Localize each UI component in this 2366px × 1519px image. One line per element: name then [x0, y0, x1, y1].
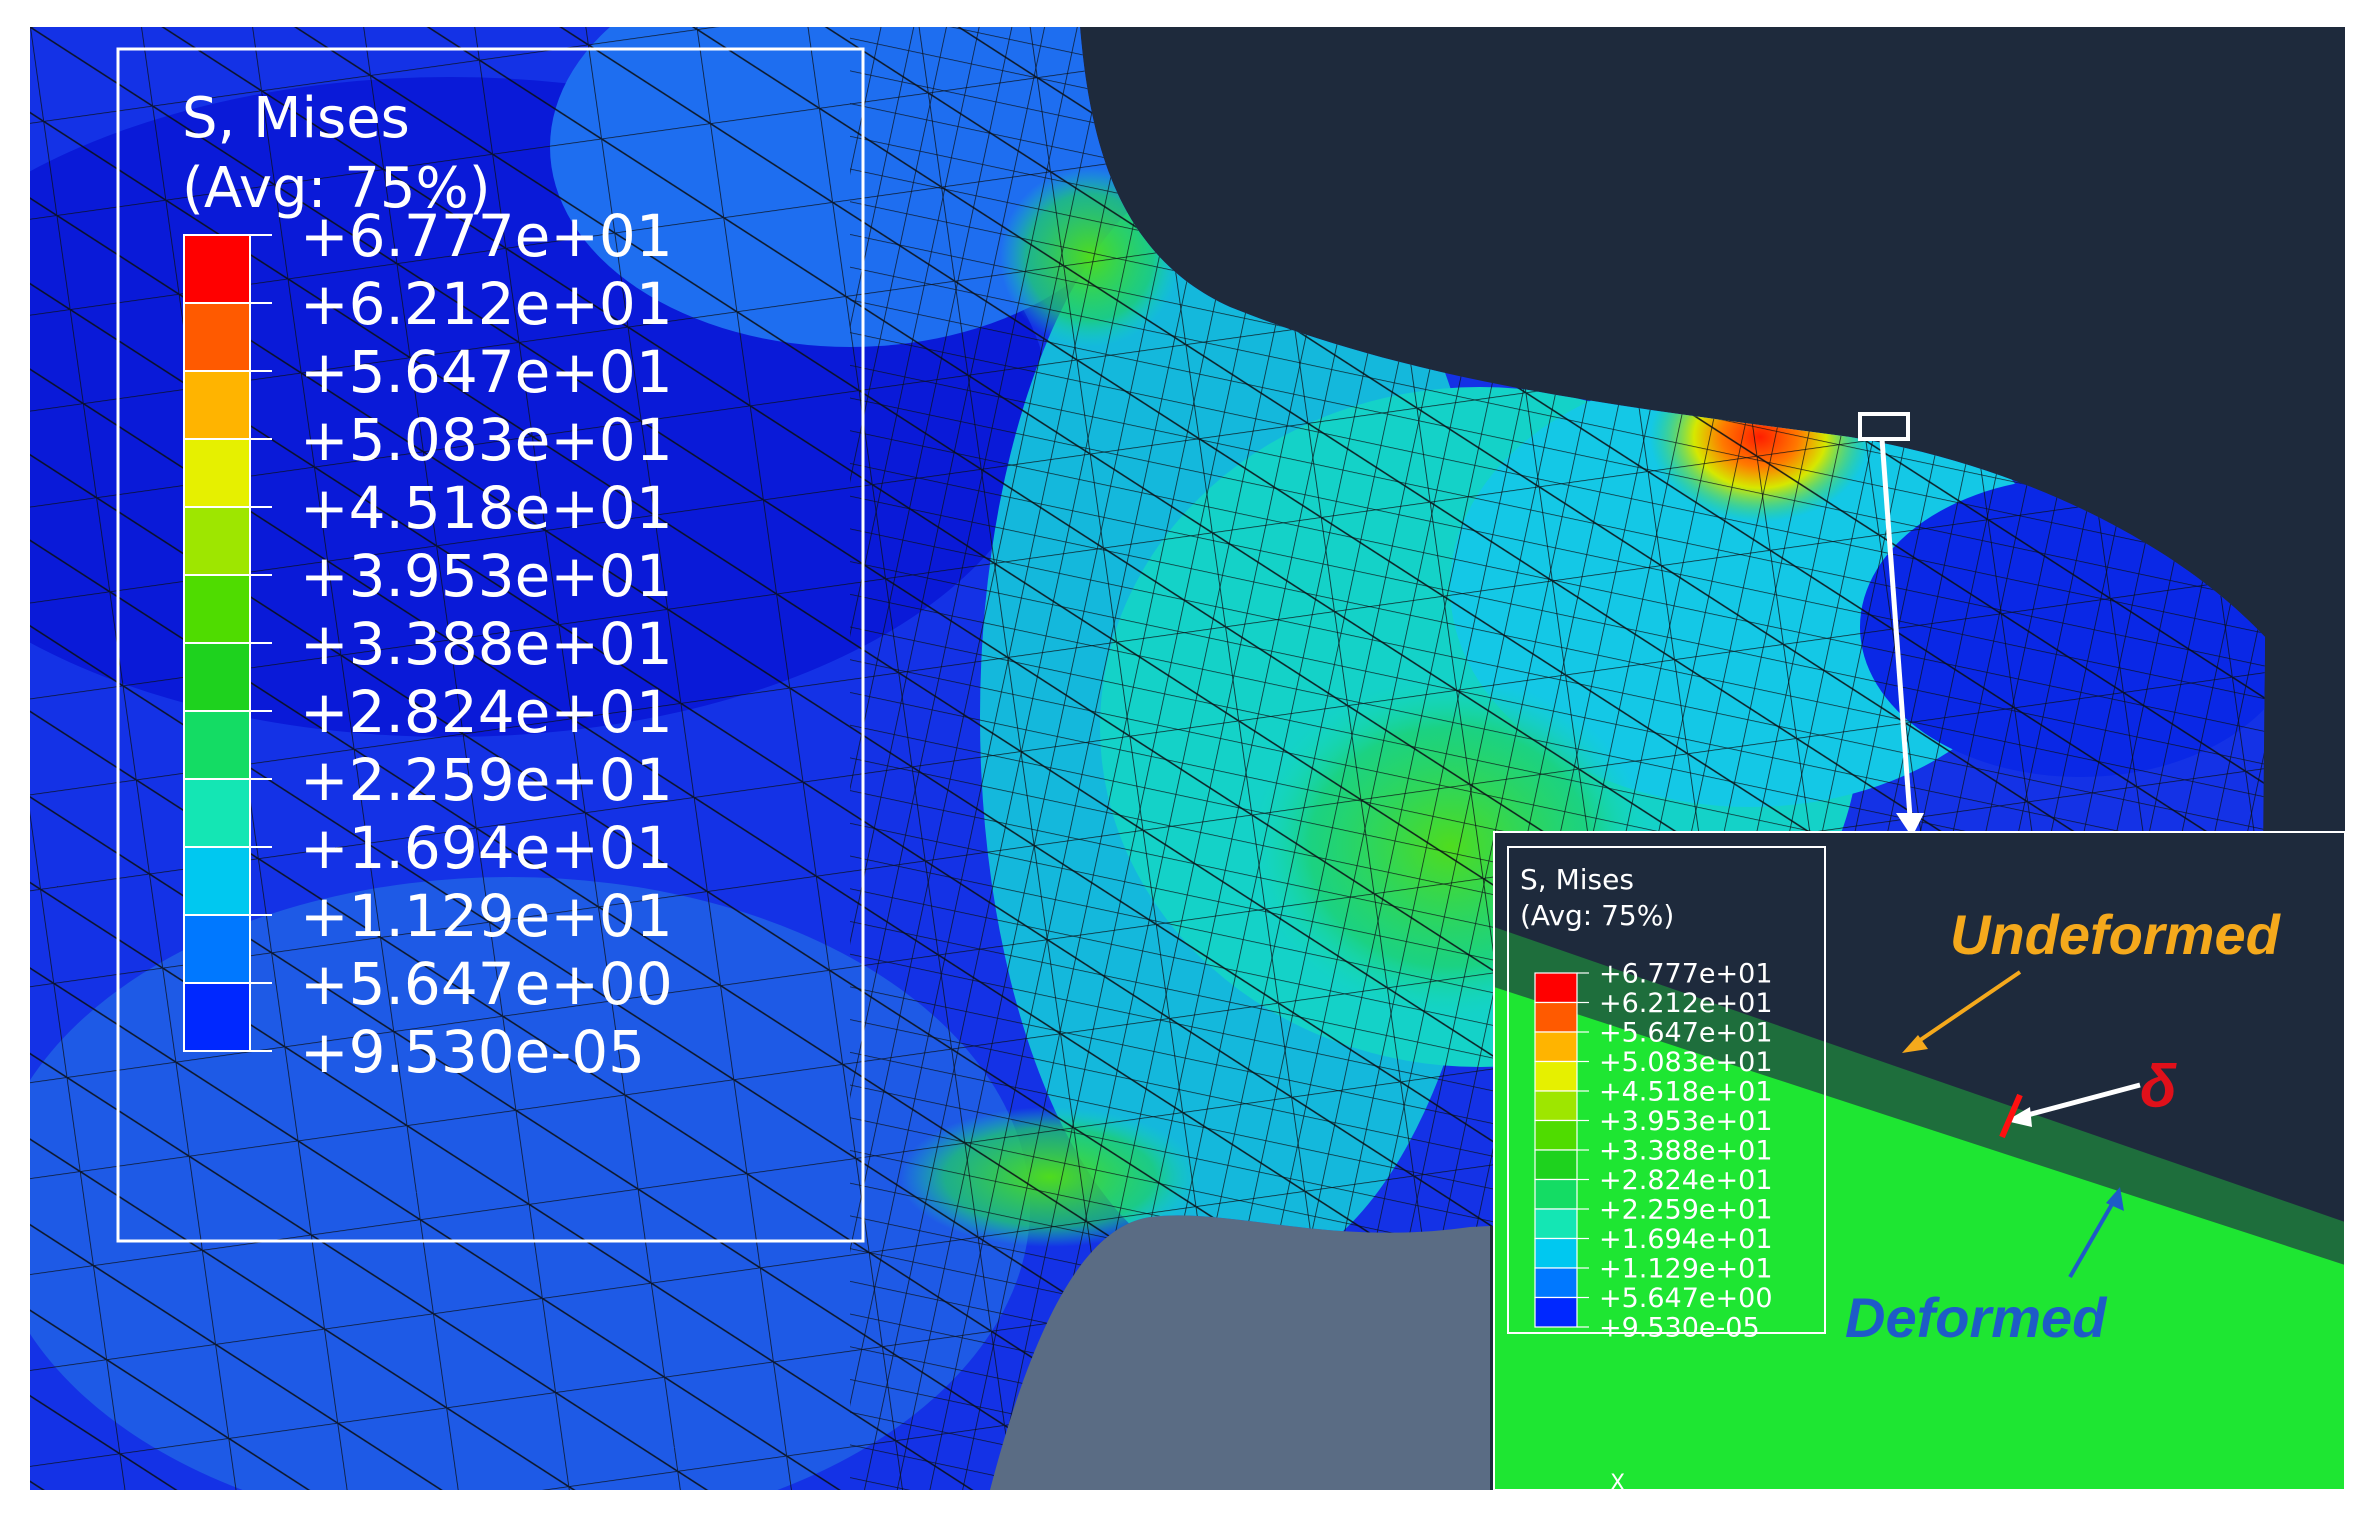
inset-legend-level-label: +9.530e-05	[1599, 1313, 1760, 1344]
inset-legend-level-label: +5.647e+01	[1599, 1018, 1773, 1049]
delta-label: δ	[2140, 1053, 2177, 1120]
legend-level-label: +4.518e+01	[300, 474, 673, 542]
inset-legend-swatch	[1534, 1208, 1578, 1240]
undeformed-arrow-head	[1902, 1035, 1928, 1053]
legend-title: S, Mises	[182, 86, 410, 151]
zoom-arrow	[1879, 438, 1913, 818]
zoom-arrow-head	[1896, 813, 1924, 837]
inset-legend-swatch	[1534, 1149, 1578, 1181]
inset-legend-level-label: +2.259e+01	[1599, 1195, 1773, 1226]
delta-arrow	[2019, 1082, 2141, 1120]
legend-swatch	[183, 914, 251, 984]
legend-level-label: +5.647e+01	[300, 338, 673, 406]
inset-legend-swatch	[1534, 1296, 1578, 1328]
legend-border	[116, 47, 865, 1243]
inset-legend-level-label: +4.518e+01	[1599, 1077, 1773, 1108]
inset-legend-swatch	[1534, 1267, 1578, 1299]
legend-swatch	[183, 506, 251, 576]
legend-swatch	[183, 982, 251, 1052]
deformed-arrow-head	[2106, 1187, 2124, 1211]
inset-legend-swatch	[1534, 1237, 1578, 1269]
inset-legend-swatch	[1534, 1119, 1578, 1151]
inset-legend-color-bar	[1534, 972, 1578, 1328]
inset-legend-level-label: +2.824e+01	[1599, 1165, 1773, 1196]
inset-legend-swatch	[1534, 972, 1578, 1004]
inset-legend-level-labels: +6.777e+01+6.212e+01+5.647e+01+5.083e+01…	[1577, 959, 1773, 1344]
legend-level-label: +3.388e+01	[300, 610, 673, 678]
inset-legend-swatch	[1534, 1001, 1578, 1033]
legend-swatch	[183, 370, 251, 440]
legend-swatch	[183, 778, 251, 848]
legend-level-label: +1.694e+01	[300, 814, 673, 882]
inset-legend-level-label: +5.647e+00	[1599, 1283, 1773, 1314]
legend-level-label: +2.259e+01	[300, 746, 673, 814]
stress-legend-main: S, Mises (Avg: 75%) +6.777e+01+6.212e+01…	[116, 47, 865, 1243]
inset-legend-subtitle: (Avg: 75%)	[1520, 899, 1674, 932]
inset-legend-title: S, Mises	[1520, 863, 1634, 896]
inset-legend-swatch	[1534, 1060, 1578, 1092]
deformed-region	[1494, 987, 2345, 1490]
inset-legend-swatch	[1534, 1090, 1578, 1122]
axis-label: X	[1610, 1471, 1625, 1490]
inset-legend-level-label: +1.694e+01	[1599, 1224, 1773, 1255]
legend-level-label: +1.129e+01	[300, 882, 673, 950]
inset-legend-level-label: +3.953e+01	[1599, 1106, 1773, 1137]
inset-legend-border	[1507, 846, 1826, 1334]
undeformed-label: Undeformed	[1950, 903, 2282, 966]
inset-legend-level-label: +6.777e+01	[1599, 959, 1773, 990]
legend-level-labels: +6.777e+01+6.212e+01+5.647e+01+5.083e+01…	[250, 202, 673, 1086]
legend-swatch	[183, 302, 251, 372]
delta-marker	[1999, 1093, 2023, 1139]
undeformed-arrow	[1908, 970, 2022, 1049]
legend-swatch	[183, 846, 251, 916]
deformed-label: Deformed	[1845, 1286, 2108, 1349]
legend-level-label: +3.953e+01	[300, 542, 673, 610]
deformed-arrow	[2068, 1198, 2117, 1278]
legend-subtitle: (Avg: 75%)	[182, 156, 491, 221]
legend-level-label: +6.212e+01	[300, 270, 673, 338]
legend-swatch	[183, 710, 251, 780]
inset-legend-level-label: +6.212e+01	[1599, 988, 1773, 1019]
inset-legend-swatch	[1534, 1178, 1578, 1210]
legend-swatch	[183, 234, 251, 304]
legend-color-bar	[183, 234, 251, 1052]
legend-level-label: +6.777e+01	[300, 202, 673, 270]
legend-level-label: +2.824e+01	[300, 678, 673, 746]
legend-swatch	[183, 574, 251, 644]
inset-legend-swatch	[1534, 1031, 1578, 1063]
legend-swatch	[183, 438, 251, 508]
legend-level-label: +5.083e+01	[300, 406, 673, 474]
legend-level-label: +5.647e+00	[300, 950, 673, 1018]
delta-arrow-head	[2006, 1107, 2032, 1127]
legend-swatch	[183, 642, 251, 712]
fea-viewport: S, Mises (Avg: 75%) +6.777e+01 +6.212e+01…	[30, 27, 2345, 1490]
inset-legend-level-label: +5.083e+01	[1599, 1047, 1773, 1078]
inset-legend-level-label: +3.388e+01	[1599, 1136, 1773, 1167]
inset-legend-level-label: +1.129e+01	[1599, 1254, 1773, 1285]
zoom-inset: S, Mises (Avg: 75%) +6.777e+01+6.212e+01…	[1493, 831, 2345, 1490]
legend-level-label: +9.530e-05	[300, 1018, 645, 1086]
